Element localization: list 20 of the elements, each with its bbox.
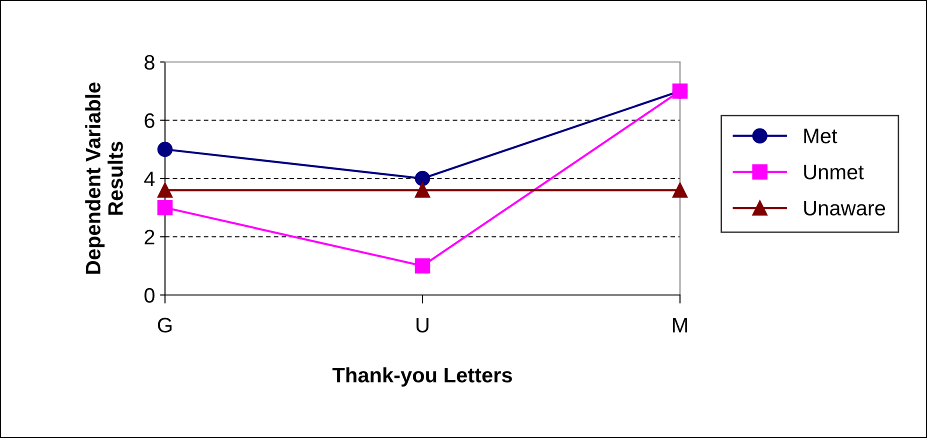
legend-label: Met [804,128,838,144]
y-axis-title: Dependent Variable Results [85,82,123,274]
y-tick-label: 6 [144,113,154,128]
point [672,182,688,198]
point [414,170,430,186]
x-tick-label: U [416,318,428,333]
point [414,258,430,274]
y-tick-label: 8 [144,55,154,70]
x-axis-title: Thank-you Letters [332,367,512,387]
legend-label: Unmet [804,164,864,180]
legend-label: Unaware [804,200,886,216]
y-tick-label: 0 [144,288,154,303]
point [157,200,173,216]
point [414,182,430,198]
x-tick-label: M [673,318,687,332]
x-tick-label: G [158,318,172,333]
y-tick-label: 2 [144,230,154,244]
point [157,182,173,198]
y-tick-label: 4 [144,172,155,186]
point [157,142,173,158]
